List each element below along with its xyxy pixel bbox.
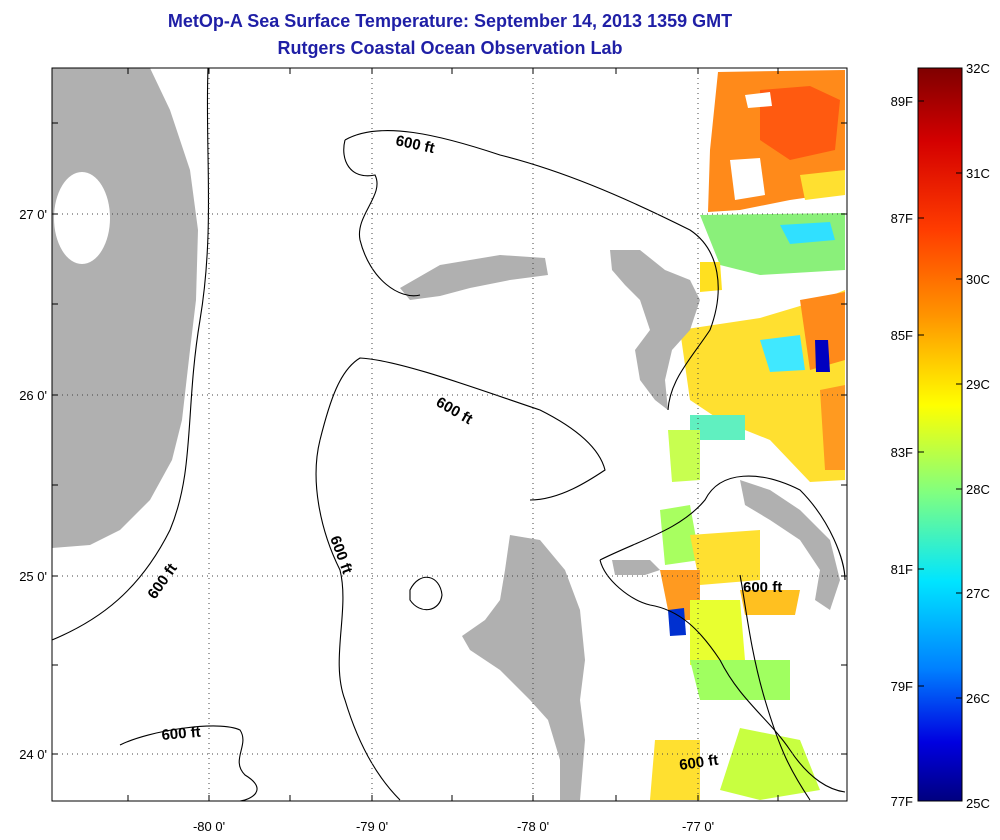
lon-label: -77 0'	[682, 819, 714, 834]
colorbar-celsius-label: 27C	[966, 586, 990, 601]
colorbar-celsius-label: 30C	[966, 272, 990, 287]
sst-data-swath	[650, 70, 845, 800]
colorbar	[917, 67, 963, 802]
colorbar-ticks	[918, 100, 962, 699]
abaco	[610, 250, 700, 410]
colorbar-celsius-label: 29C	[966, 377, 990, 392]
lake-okeechobee	[54, 172, 110, 264]
lat-label: 24 0'	[19, 747, 47, 762]
colorbar-celsius-label: 28C	[966, 482, 990, 497]
grand-bahama	[400, 255, 548, 300]
contour-label: 600 ft	[144, 560, 180, 602]
colorbar-fahrenheit-label: 85F	[891, 328, 913, 343]
map-frame	[51, 67, 848, 802]
lat-label: 26 0'	[19, 388, 47, 403]
colorbar-fahrenheit-label: 87F	[891, 211, 913, 226]
andros	[462, 535, 585, 800]
depth-contours	[52, 68, 846, 801]
graticule	[52, 68, 847, 801]
lon-label: -79 0'	[356, 819, 388, 834]
lon-label: -78 0'	[517, 819, 549, 834]
colorbar-celsius-label: 25C	[966, 796, 990, 811]
colorbar-celsius-label: 31C	[966, 166, 990, 181]
contour-label: 600 ft	[743, 579, 782, 596]
frame-ticks	[52, 68, 847, 801]
contour-label: 600 ft	[326, 534, 355, 577]
colorbar-fahrenheit-label: 77F	[891, 794, 913, 809]
colorbar-fahrenheit-label: 81F	[891, 562, 913, 577]
contour-label: 600 ft	[394, 132, 436, 157]
florida-peninsula	[52, 68, 198, 548]
lon-label: -80 0'	[193, 819, 225, 834]
new-providence	[612, 560, 660, 575]
contour-label: 600 ft	[678, 752, 719, 774]
map-subtitle: Rutgers Coastal Ocean Observation Lab	[277, 38, 623, 58]
colorbar-fahrenheit-label: 79F	[891, 679, 913, 694]
contour-label: 600 ft	[161, 724, 202, 744]
lat-label: 25 0'	[19, 569, 47, 584]
lat-label: 27 0'	[19, 207, 47, 222]
map-title: MetOp-A Sea Surface Temperature: Septemb…	[167, 11, 733, 31]
colorbar-fahrenheit-label: 89F	[891, 94, 913, 109]
eleuthera	[740, 480, 840, 610]
colorbar-celsius-label: 32C	[966, 61, 990, 76]
contour-label: 600 ft	[433, 394, 475, 428]
colorbar-fahrenheit-label: 83F	[891, 445, 913, 460]
colorbar-celsius-label: 26C	[966, 691, 990, 706]
